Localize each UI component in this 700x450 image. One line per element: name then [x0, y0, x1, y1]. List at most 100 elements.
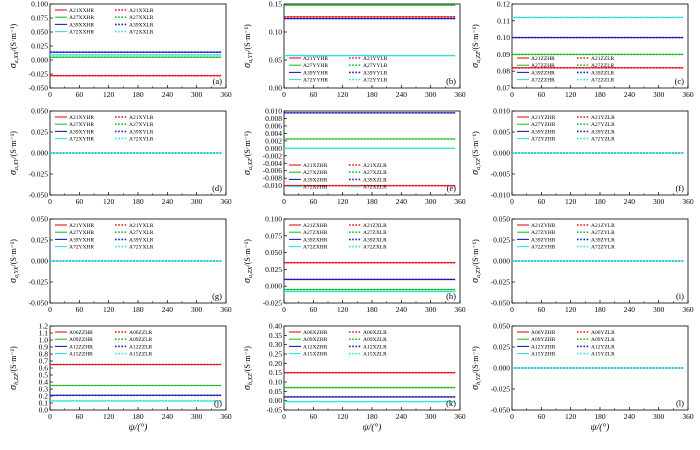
x-tick-label: 0	[282, 197, 286, 206]
legend-entry: A39XZHR	[303, 177, 328, 183]
x-tick-label: 300	[191, 90, 203, 99]
legend-entry: A27ZXLR	[363, 230, 387, 236]
legend-entry: A21YXLR	[129, 223, 154, 229]
legend-entry: A39XXLR	[129, 22, 154, 28]
x-tick-label: 300	[425, 305, 437, 314]
legend-entry: A21XZLR	[363, 163, 387, 169]
y-tick-label: 0.025	[493, 236, 510, 245]
legend-entry: A21YXHR	[69, 223, 94, 229]
y-tick-label: -0.005	[491, 170, 511, 179]
x-tick-label: 240	[162, 412, 174, 421]
panel-f: 0 60 120 180 240 300 360 -0.010 -0.005 0.000 0.005…	[470, 107, 694, 207]
legend-entry: A72YXLR	[129, 245, 154, 251]
x-tick-label: 180	[132, 90, 144, 99]
x-tick-label: 240	[624, 305, 636, 314]
panel-label: (e)	[447, 183, 457, 193]
y-tick-label: 0.000	[31, 149, 48, 158]
y-tick-label: 0.15	[269, 0, 282, 9]
y-axis-label: σa,XY/(S·m⁻¹)	[8, 131, 20, 175]
y-axis-label: σa,XZ/(S·m⁻¹)	[242, 131, 254, 175]
y-tick-label: -0.050	[491, 299, 511, 308]
y-tick-label: 0.008	[265, 114, 282, 123]
legend-entry: A27YYHR	[303, 63, 328, 69]
y-tick-label: 0.004	[265, 129, 282, 138]
legend-entry: A72XYHR	[69, 137, 94, 143]
y-tick-label: 0.010	[493, 107, 510, 116]
x-tick-label: 300	[653, 305, 665, 314]
legend-entry: A27YYLR	[363, 63, 388, 69]
x-tick-label: 300	[653, 197, 665, 206]
y-tick-label: 0.30	[269, 340, 282, 349]
legend-entry: A72YYHR	[303, 78, 328, 84]
legend-entry: A39ZZHR	[531, 70, 555, 76]
y-tick-label: 0.002	[265, 136, 282, 145]
y-tick-label: 0.00	[269, 396, 282, 405]
y-tick-label: -0.050	[29, 191, 49, 200]
plot-frame	[283, 110, 461, 196]
legend-entry: A15XZLR	[363, 352, 387, 358]
legend-entry: A39XXHR	[69, 22, 94, 28]
x-tick-label: 0	[48, 305, 52, 314]
legend-entry: A39YXLR	[129, 237, 154, 243]
x-tick-label: 120	[565, 412, 577, 421]
x-tick-label: 60	[76, 412, 84, 421]
legend-entry: A72ZYHR	[531, 245, 556, 251]
y-tick-label: 0.07	[497, 84, 510, 93]
x-tick-label: 60	[538, 90, 546, 99]
legend-entry: A39YZLR	[591, 129, 615, 135]
legend-entry: A39ZZLR	[591, 70, 615, 76]
legend-entry: A06YZHR	[531, 330, 556, 336]
x-tick-label: 0	[510, 412, 514, 421]
x-tick-label: 240	[624, 90, 636, 99]
y-tick-label: 0.10	[497, 33, 510, 42]
x-tick-label: 240	[396, 197, 408, 206]
y-tick-label: 0.40	[269, 322, 282, 331]
panel-c: 0 60 120 180 240 300 360 0.07 0.08 0.09 0.10 0.11 0.…	[470, 0, 694, 99]
legend-entry: A72ZXLR	[363, 245, 387, 251]
y-tick-label: 0.9	[39, 343, 49, 352]
y-axis-label: σa,ZY/(S·m⁻¹)	[470, 239, 482, 283]
x-tick-label: 360	[682, 305, 694, 314]
legend-entry: A09YZHR	[531, 337, 556, 343]
x-tick-label: 240	[162, 197, 174, 206]
legend-entry: A72ZXHR	[303, 245, 328, 251]
x-axis-label: ψ/(°)	[129, 422, 148, 433]
legend-entry: A21XXLR	[129, 8, 154, 14]
x-tick-label: 300	[191, 305, 203, 314]
x-tick-label: 300	[425, 197, 437, 206]
legend-entry: A27YZHR	[531, 122, 556, 128]
x-axis-label: ψ/(°)	[363, 422, 382, 433]
legend-entry: A09XZHR	[303, 337, 328, 343]
legend-entry: A21YYLR	[363, 56, 388, 62]
x-tick-label: 180	[366, 90, 378, 99]
legend-entry: A72XZHR	[303, 185, 328, 191]
x-tick-label: 180	[594, 412, 606, 421]
legend-entry: A21XYHR	[69, 115, 94, 121]
y-tick-label: 0.20	[269, 359, 282, 368]
y-tick-label: -0.010	[491, 191, 511, 200]
y-tick-label: 0.00	[269, 84, 282, 93]
y-tick-label: 0.0	[39, 406, 49, 415]
y-tick-label: 0.000	[493, 149, 510, 158]
x-tick-label: 300	[425, 412, 437, 421]
y-tick-label: -0.05	[266, 406, 282, 415]
y-tick-label: -0.002	[263, 151, 283, 160]
x-tick-label: 360	[682, 90, 694, 99]
panel-label: (a)	[213, 76, 223, 86]
panel-label: (i)	[676, 291, 684, 301]
y-axis-label: σa,YZ/(S·m⁻¹)	[470, 131, 482, 175]
x-tick-label: 360	[220, 412, 232, 421]
x-tick-label: 120	[337, 305, 349, 314]
x-tick-label: 360	[454, 90, 466, 99]
y-tick-label: 0.025	[31, 42, 48, 51]
y-axis-label: σa,YY/(S·m⁻¹)	[242, 24, 254, 68]
x-tick-label: 60	[310, 90, 318, 99]
legend-entry: A12ZZLR	[129, 344, 153, 350]
x-tick-label: 240	[396, 305, 408, 314]
legend-entry: A27XYLR	[129, 122, 154, 128]
y-tick-label: 1.1	[39, 329, 49, 338]
legend-entry: A27XZLR	[363, 170, 387, 176]
panel-label: (g)	[212, 291, 222, 301]
x-tick-label: 180	[594, 197, 606, 206]
y-tick-label: -0.050	[29, 84, 49, 93]
